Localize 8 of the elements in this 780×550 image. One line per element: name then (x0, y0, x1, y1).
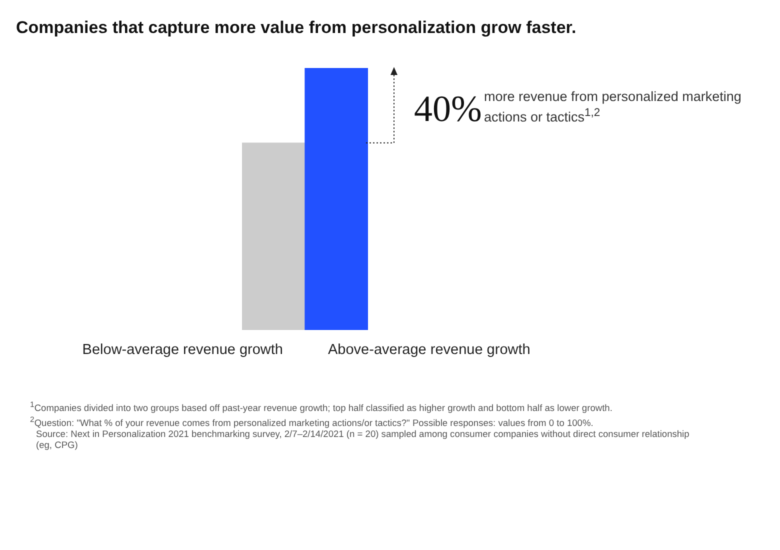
x-tick-label: Below-average revenue growth (82, 342, 283, 358)
source-note: Source: Next in Personalization 2021 benchmarking survey, 2/7–2/14/2021 (n = 20) sampled among consumer companies without direct consumer relationship (eg, CPG) (35, 429, 690, 452)
x-tick-label: Above-average revenue growth (328, 342, 530, 358)
text: $^{2}$Question: "What % of your revenue comes from personalized marketing actions/or tactics?" Possible responses: values from 0 to 100%. (30, 414, 594, 430)
chart-title: Companies that capture more value from personalization grow faster. (16, 18, 576, 38)
annotation: 40% (414, 88, 482, 131)
annotation: more revenue from personalized marketing actions or tactics$^{1,2}$ (484, 88, 742, 126)
text: $^{1}$Companies divided into two groups based off past-year revenue growth; top half classified as higher growth and bottom half as lower growth. (30, 399, 614, 414)
